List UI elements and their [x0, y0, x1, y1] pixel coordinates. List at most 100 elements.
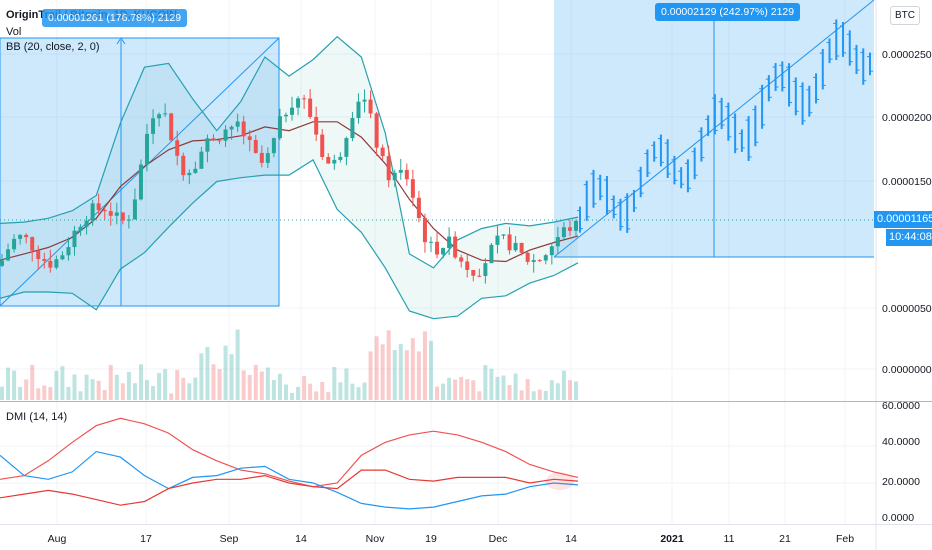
volume-bar: [277, 373, 282, 400]
volume-bar: [42, 385, 47, 400]
volume-bar: [265, 367, 270, 400]
candle-body: [314, 116, 319, 135]
candle-body: [96, 203, 101, 211]
candle-body: [157, 114, 162, 119]
dmi-legend[interactable]: DMI (14, 14): [6, 411, 68, 423]
volume-bar: [223, 345, 228, 400]
volume-bar: [151, 386, 156, 400]
candle-body: [555, 237, 560, 247]
volume-bar: [477, 391, 482, 400]
candle-body: [477, 275, 482, 277]
volume-bar: [48, 387, 53, 400]
volume-bar: [465, 379, 470, 400]
volume-bar: [114, 374, 119, 400]
volume-bar: [459, 376, 464, 400]
volume-bar: [326, 392, 331, 400]
candle-body: [193, 168, 198, 173]
volume-bar: [422, 331, 427, 400]
bollinger-lower-line: [0, 159, 579, 320]
volume-bar: [84, 374, 89, 400]
candle-body: [374, 113, 379, 148]
volume-bar: [96, 380, 101, 400]
volume-bar: [501, 375, 506, 400]
volume-bar: [157, 373, 162, 400]
candle-body: [36, 250, 41, 260]
volume-bar: [320, 381, 325, 400]
minus-di-line: [0, 469, 579, 506]
volume-bar: [241, 370, 246, 400]
volume-bar: [290, 392, 295, 400]
candle-body: [549, 246, 554, 256]
volume-bar: [453, 379, 458, 400]
candle-body: [513, 242, 518, 251]
volume-bar: [66, 386, 71, 400]
volume-bar: [12, 370, 17, 400]
time-tick: 21: [779, 533, 791, 545]
candle-body: [561, 227, 566, 238]
candle-body: [574, 220, 578, 231]
bollinger-bands: [0, 35, 579, 320]
candle-body: [12, 238, 17, 250]
candle-body: [368, 99, 373, 114]
candle-body: [265, 153, 270, 163]
candle-body: [259, 152, 264, 163]
candle-body: [48, 260, 53, 268]
volume-legend[interactable]: Vol: [6, 26, 22, 38]
candle-body: [471, 269, 476, 276]
volume-bar: [368, 351, 373, 400]
volume-bar: [120, 383, 125, 400]
candle-body: [205, 138, 210, 152]
volume-bar: [60, 366, 65, 400]
volume-bar: [567, 380, 572, 400]
volume-bar: [410, 338, 415, 400]
dmi-highlight: [546, 472, 574, 491]
volume-bar: [302, 376, 307, 400]
price-tick: 0.00001500: [882, 176, 932, 188]
candle-body: [138, 164, 143, 200]
volume-bar: [193, 377, 198, 400]
volume-bar: [296, 387, 301, 400]
volume-bar: [169, 393, 174, 400]
volume-bar: [483, 365, 488, 400]
time-tick: 14: [295, 533, 307, 545]
candle-body: [247, 136, 252, 140]
candle-body: [495, 235, 500, 245]
candle-body: [416, 197, 421, 219]
measure-left-arrow: [116, 37, 126, 45]
volume-bar: [416, 351, 421, 400]
volume-bar: [247, 374, 252, 400]
candle-body: [465, 261, 470, 270]
time-tick: Aug: [48, 533, 67, 545]
volume-bar: [549, 380, 554, 400]
volume-bar: [314, 391, 319, 400]
candle-body: [187, 172, 192, 176]
candle-body: [296, 98, 301, 108]
volume-bar: [108, 364, 113, 400]
candles: [0, 89, 578, 284]
candle-body: [151, 118, 156, 134]
candle-body: [537, 260, 542, 262]
currency-button[interactable]: BTC: [890, 6, 920, 25]
candle-body: [308, 98, 313, 117]
candle-body: [483, 263, 488, 276]
candle-body: [453, 236, 458, 258]
volume-bar: [386, 330, 391, 400]
time-tick: 2021: [660, 533, 684, 545]
bollinger-legend[interactable]: BB (20, close, 2, 0): [6, 41, 100, 53]
volume-bar: [398, 343, 403, 400]
volume-bar: [271, 379, 276, 400]
candle-body: [90, 203, 95, 221]
candle-body: [235, 121, 240, 127]
candle-body: [241, 121, 246, 137]
candle-body: [350, 118, 355, 139]
adx-line: [0, 417, 579, 488]
candle-body: [217, 140, 222, 142]
candle-body: [422, 218, 427, 243]
candle-body: [386, 156, 391, 181]
bollinger-basis-line: [0, 121, 579, 263]
volume-bar: [525, 379, 530, 400]
volume-bar: [259, 371, 264, 400]
volume-bar: [72, 374, 77, 400]
candle-body: [344, 138, 349, 157]
